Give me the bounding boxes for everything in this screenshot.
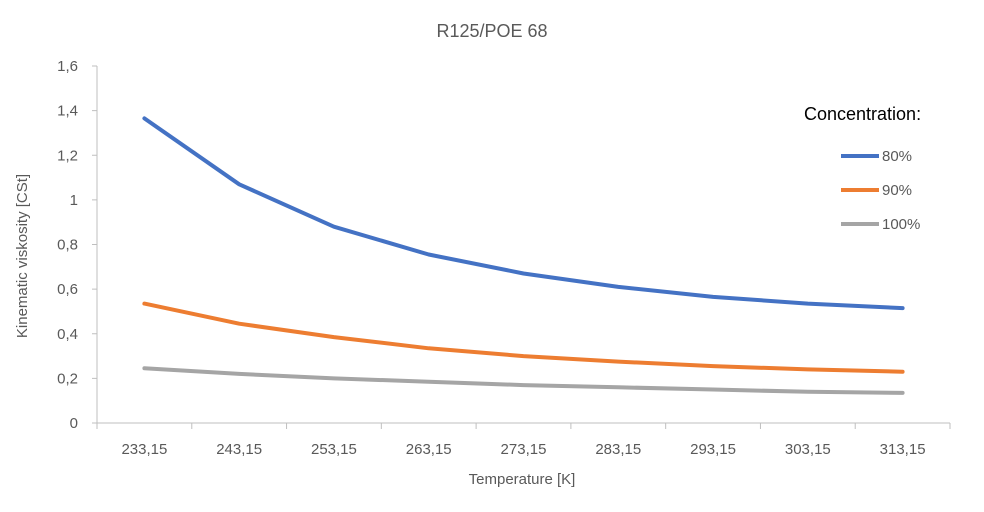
legend-label: 80% (882, 148, 912, 165)
y-tick-label: 0,6 (57, 281, 78, 298)
y-tick-label: 1 (70, 192, 78, 209)
legend-label: 100% (882, 216, 920, 233)
y-tick-label: 0,2 (57, 370, 78, 387)
x-tick-label: 303,15 (785, 441, 831, 458)
y-axis-title: Kinematic viskosity [CSt] (14, 174, 31, 338)
axes: 0 0,2 0,4 0,6 0,8 1 1,2 1,4 1,6 233,15 243,15 253,1… (57, 58, 951, 458)
x-tick-label: 273,15 (501, 441, 547, 458)
y-tick-label: 1,2 (57, 147, 78, 164)
x-tick-label: 283,15 (595, 441, 641, 458)
series-line-80pct (142, 116, 905, 311)
x-tick-label: 313,15 (880, 441, 926, 458)
y-tick-label: 1,4 (57, 103, 78, 120)
x-tick-label: 243,15 (216, 441, 262, 458)
y-tick-label: 0,8 (57, 237, 78, 254)
x-tick-label: 263,15 (406, 441, 452, 458)
legend-label: 90% (882, 182, 912, 199)
series-line-100pct (142, 366, 905, 395)
series-line-90pct (142, 301, 905, 374)
y-tick-label: 0,4 (57, 326, 78, 343)
legend-title: Concentration: (804, 104, 921, 124)
legend: Concentration: 80% 90% 100% (804, 104, 921, 233)
x-tick-label: 293,15 (690, 441, 736, 458)
y-tick-label: 0 (70, 415, 78, 432)
x-tick-label: 253,15 (311, 441, 357, 458)
x-tick-label: 233,15 (121, 441, 167, 458)
x-axis-title: Temperature [K] (469, 471, 576, 488)
y-tick-label: 1,6 (57, 58, 78, 75)
chart-title: R125/POE 68 (436, 21, 547, 41)
series-lines (142, 116, 905, 395)
